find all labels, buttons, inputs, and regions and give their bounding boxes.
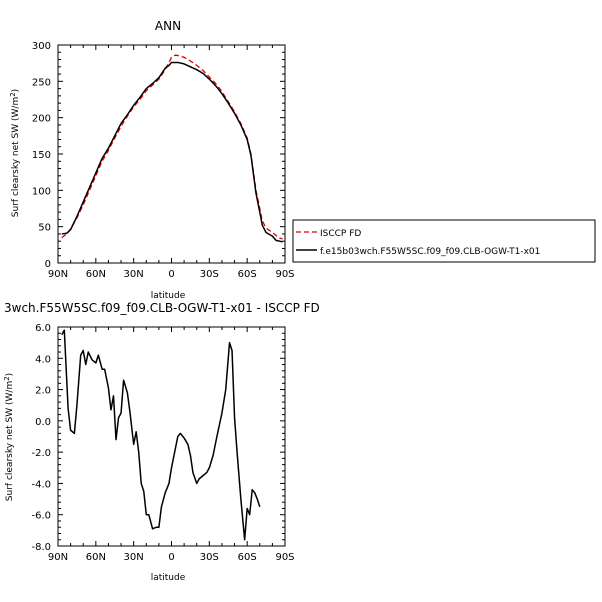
bottom-y-tick-label: 4.0 <box>35 354 51 365</box>
top-x-tick-label: 30S <box>200 269 219 280</box>
legend-box <box>292 219 596 263</box>
top-y-tick-label: 200 <box>32 114 51 125</box>
top-x-tick-label: 90S <box>275 269 294 280</box>
top-x-tick-label: 90N <box>48 269 68 280</box>
top-x-tick-label: 30N <box>124 269 144 280</box>
bottom-x-tick-label: 60S <box>238 552 257 563</box>
bottom-y-tick-label: -6.0 <box>31 511 51 522</box>
bottom-y-tick-label: 0.0 <box>35 417 51 428</box>
top-y-tick-label: 250 <box>32 77 51 88</box>
bottom-y-axis-label: Surf clearsky net SW (W/m2) <box>3 373 15 501</box>
top-y-tick-label: 100 <box>32 186 51 197</box>
bottom-x-tick-label: 60N <box>86 552 106 563</box>
legend-label-model: f.e15b03wch.F55W5SC.f09_f09.CLB-OGW-T1-x… <box>320 247 540 257</box>
legend-label-isccp: ISCCP FD <box>320 229 361 239</box>
bottom-x-tick-label: 90N <box>48 552 68 563</box>
top-y-tick-label: 50 <box>38 223 51 234</box>
bottom-y-tick-label: -8.0 <box>31 542 51 553</box>
top-x-tick-label: 0 <box>168 269 174 280</box>
bottom-x-tick-label: 0 <box>168 552 174 563</box>
bottom-x-tick-label: 90S <box>275 552 294 563</box>
top-chart-title: ANN <box>155 19 181 33</box>
top-x-tick-label: 60S <box>238 269 257 280</box>
top-series-line-1 <box>61 61 283 243</box>
bottom-x-tick-label: 30N <box>124 552 144 563</box>
top-x-axis-label: latitude <box>151 291 186 301</box>
top-y-tick-label: 300 <box>32 41 51 52</box>
top-y-tick-label: 150 <box>32 150 51 161</box>
top-x-tick-label: 60N <box>86 269 106 280</box>
bottom-x-tick-label: 30S <box>200 552 219 563</box>
bottom-panel: 3wch.F55W5SC.f09_f09.CLB-OGW-T1-x01 - IS… <box>3 301 320 583</box>
top-panel: ANN Surf clearsky net SW (W/m2) latitude… <box>9 19 295 301</box>
bottom-x-axis-label: latitude <box>151 573 186 583</box>
top-y-tick-label: 0 <box>45 259 51 270</box>
bottom-y-tick-label: -2.0 <box>31 448 51 459</box>
bottom-series-line-0 <box>61 329 261 541</box>
top-y-axis-label: Surf clearsky net SW (W/m2) <box>9 89 21 217</box>
bottom-y-tick-label: 6.0 <box>35 323 51 334</box>
bottom-chart-title: 3wch.F55W5SC.f09_f09.CLB-OGW-T1-x01 - IS… <box>4 301 320 315</box>
bottom-y-tick-label: -4.0 <box>31 479 51 490</box>
bottom-y-tick-label: 2.0 <box>35 386 51 397</box>
legend: ISCCP FD f.e15b03wch.F55W5SC.f09_f09.CLB… <box>292 219 596 263</box>
